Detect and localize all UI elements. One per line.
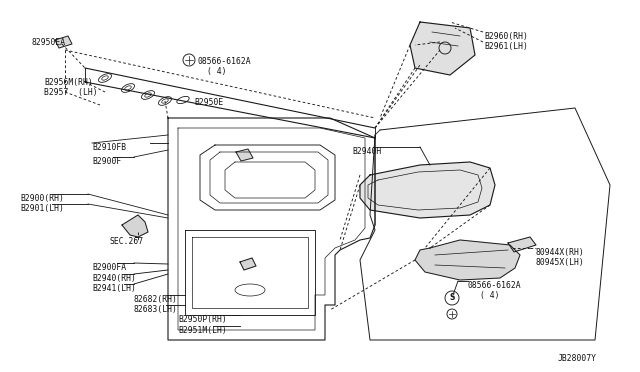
Polygon shape: [236, 149, 253, 161]
Text: B2961(LH): B2961(LH): [484, 42, 528, 51]
Text: B2956M(RH): B2956M(RH): [44, 78, 93, 87]
Text: B2901(LH): B2901(LH): [20, 204, 64, 213]
Text: B2960(RH): B2960(RH): [484, 32, 528, 41]
Text: B2940H: B2940H: [352, 147, 381, 156]
Polygon shape: [410, 22, 475, 75]
Polygon shape: [360, 162, 495, 218]
Polygon shape: [240, 258, 256, 270]
Text: 08566-6162A: 08566-6162A: [197, 57, 251, 66]
Text: 82950EA: 82950EA: [32, 38, 66, 47]
Text: B2957  (LH): B2957 (LH): [44, 88, 98, 97]
Polygon shape: [122, 215, 148, 237]
Text: B2950P(RH): B2950P(RH): [178, 315, 227, 324]
Text: S: S: [449, 294, 454, 302]
Text: B2900FA: B2900FA: [92, 263, 126, 272]
Text: B2950E: B2950E: [194, 98, 223, 107]
Text: JB28007Y: JB28007Y: [558, 354, 597, 363]
Polygon shape: [508, 237, 536, 252]
Text: 08566-6162A: 08566-6162A: [468, 281, 522, 290]
Text: B2951M(LH): B2951M(LH): [178, 326, 227, 335]
Text: B2900(RH): B2900(RH): [20, 194, 64, 203]
Text: 82683(LH): 82683(LH): [134, 305, 178, 314]
Text: B2940(RH): B2940(RH): [92, 274, 136, 283]
Text: ( 4): ( 4): [207, 67, 227, 76]
Text: 80944X(RH): 80944X(RH): [536, 248, 585, 257]
Text: B2910FB: B2910FB: [92, 143, 126, 152]
Text: ( 4): ( 4): [480, 291, 499, 300]
Polygon shape: [415, 240, 520, 280]
Text: 82682(RH): 82682(RH): [134, 295, 178, 304]
Text: 80945X(LH): 80945X(LH): [536, 258, 585, 267]
Polygon shape: [55, 36, 72, 48]
Text: SEC.267: SEC.267: [110, 237, 144, 246]
Text: B2941(LH): B2941(LH): [92, 284, 136, 293]
Text: B2900F: B2900F: [92, 157, 121, 166]
